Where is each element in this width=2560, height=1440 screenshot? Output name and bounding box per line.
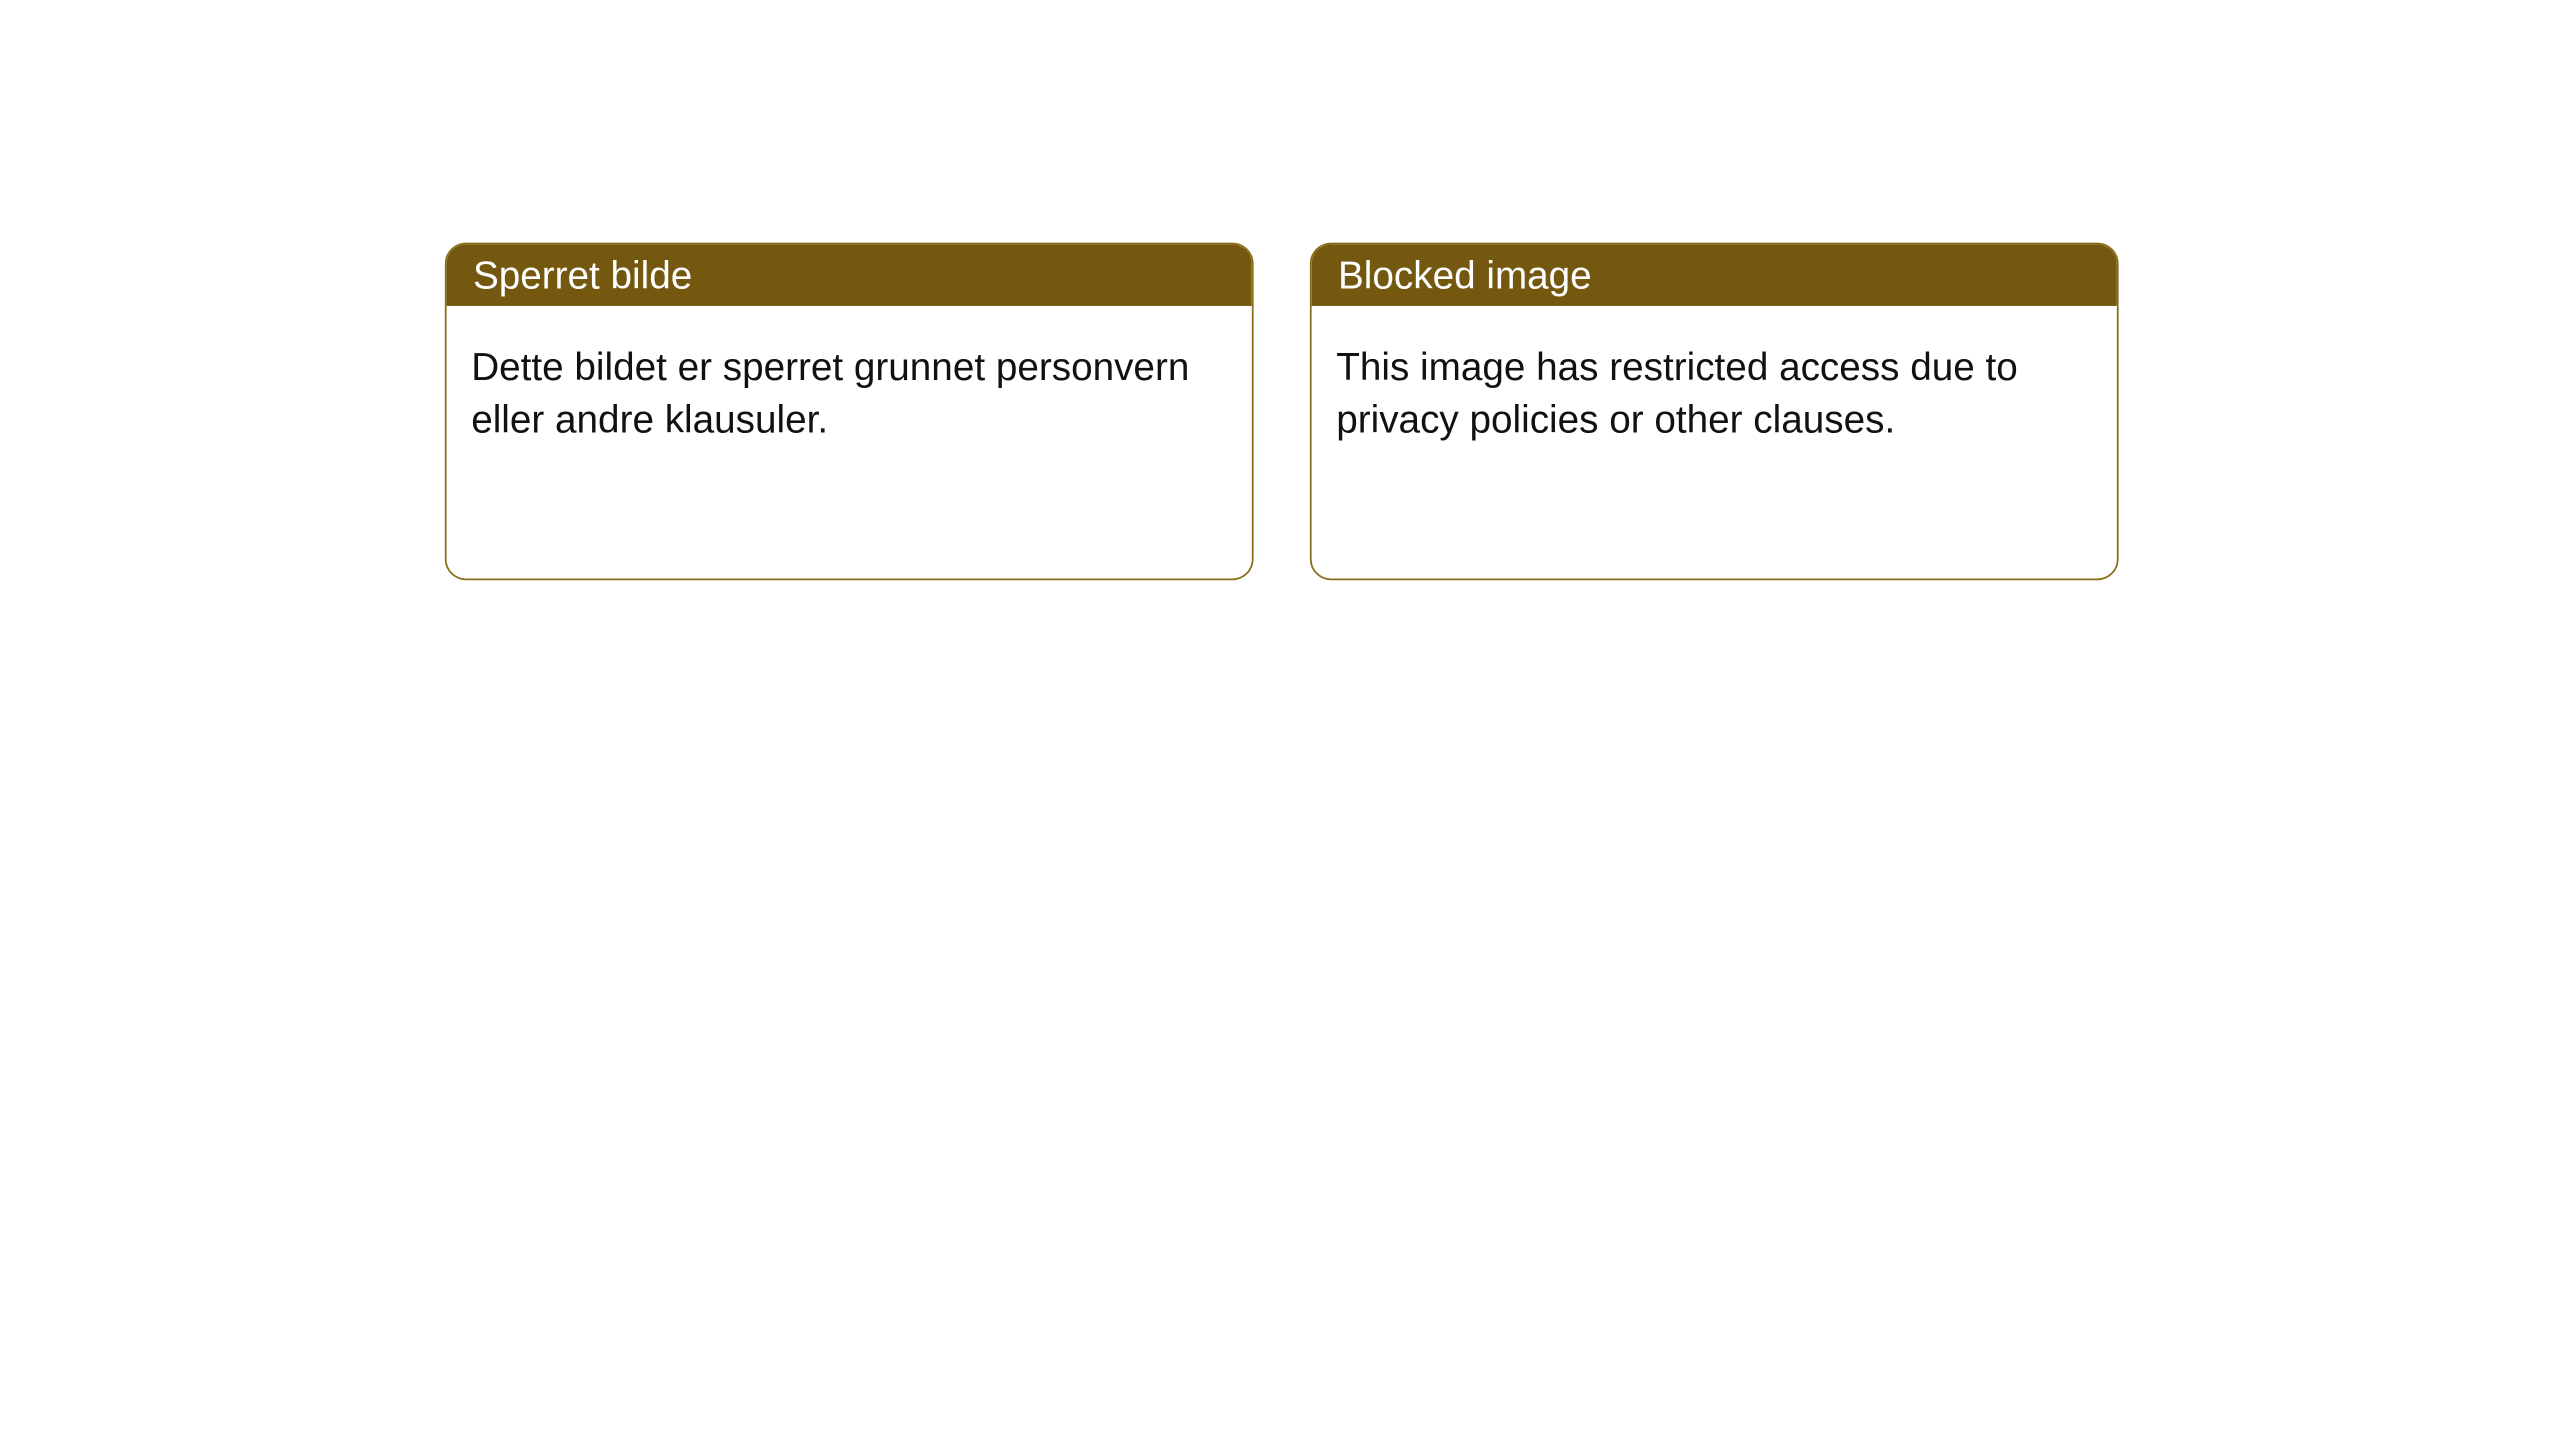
notice-card-no: Sperret bilde Dette bildet er sperret gr… <box>445 243 1254 581</box>
notice-card-title: Sperret bilde <box>447 244 1252 306</box>
notice-card-title: Blocked image <box>1312 244 2117 306</box>
notice-cards: Sperret bilde Dette bildet er sperret gr… <box>445 243 2119 581</box>
notice-card-body: This image has restricted access due to … <box>1312 306 2117 579</box>
notice-card-body: Dette bildet er sperret grunnet personve… <box>447 306 1252 579</box>
notice-card-en: Blocked image This image has restricted … <box>1310 243 2119 581</box>
